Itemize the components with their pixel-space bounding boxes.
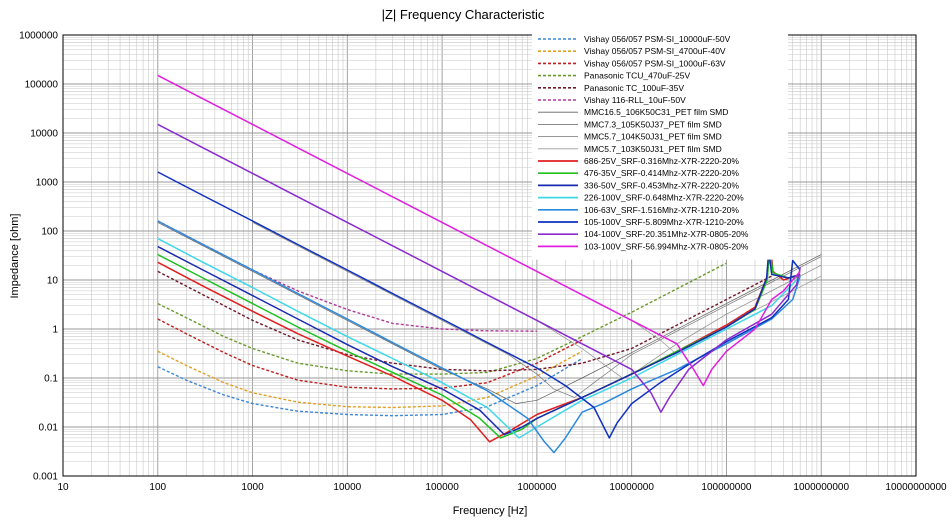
x-tick-label: 1000 xyxy=(241,482,264,493)
legend-label: 105-100V_SRF-5.809Mhz-X7R-1210-20% xyxy=(584,217,744,227)
chart-title: |Z| Frequency Characteristic xyxy=(382,7,545,22)
x-tick-label: 1000000000 xyxy=(793,482,849,493)
x-tick-label: 100000 xyxy=(425,482,459,493)
y-tick-label: 0.1 xyxy=(44,374,58,385)
y-axis-label: Impedance [ohm] xyxy=(9,214,21,299)
y-tick-label: 1 xyxy=(52,325,58,336)
legend-label: Panasonic TC_100uF-35V xyxy=(584,83,684,93)
legend-label: Vishay 116-RLL_10uF-50V xyxy=(584,95,686,105)
series-line-13 xyxy=(157,245,801,436)
legend-label: Vishay 056/057 PSM-SI_1000uF-63V xyxy=(584,58,726,68)
series-line-8 xyxy=(252,222,822,398)
legend-label: 336-50V_SRF-0.453Mhz-X7R-2220-20% xyxy=(584,180,739,190)
series-line-3 xyxy=(157,318,583,390)
x-tick-label: 10000 xyxy=(333,482,361,493)
legend-label: Panasonic TCU_470uF-25V xyxy=(584,71,690,81)
legend-label: MMC5.7_104K50J31_PET film SMD xyxy=(584,132,722,142)
y-tick-label: 1000000 xyxy=(19,31,58,42)
legend-label: 226-100V_SRF-0.648Mhz-X7R-2220-20% xyxy=(584,193,744,203)
legend-label: 686-25V_SRF-0.316Mhz-X7R-2220-20% xyxy=(584,156,739,166)
series-line-1 xyxy=(157,357,583,417)
legend-label: Vishay 056/057 PSM-SI_4700uF-40V xyxy=(584,46,726,56)
legend-label: MMC16.5_106K50C31_PET film SMD xyxy=(584,107,728,117)
legend: Vishay 056/057 PSM-SI_10000uF-50V Vishay … xyxy=(532,32,788,260)
plot-frame xyxy=(62,34,917,477)
y-tick-label: 0.01 xyxy=(39,423,59,434)
x-axis-label: Frequency [Hz] xyxy=(453,505,528,517)
y-tick-label: 100000 xyxy=(25,80,59,91)
legend-label: 104-100V_SRF-20.351Mhz-X7R-0805-20% xyxy=(584,229,749,239)
series-line-4 xyxy=(157,262,727,375)
x-tick-label: 1000000 xyxy=(517,482,556,493)
series-line-17 xyxy=(157,123,801,413)
x-tick-label: 10 xyxy=(57,482,69,493)
x-tick-label: 100 xyxy=(149,482,166,493)
x-tick-label: 10000000 xyxy=(609,482,654,493)
x-tick-label: 100000000 xyxy=(701,482,751,493)
series-line-6 xyxy=(157,220,537,332)
legend-label: Vishay 056/057 PSM-SI_10000uF-50V xyxy=(584,34,731,44)
series-line-5 xyxy=(157,270,773,372)
y-tick-label: 100 xyxy=(41,227,58,238)
legend-label: MMC7.3_105K50J37_PET film SMD xyxy=(584,119,722,129)
series-line-14 xyxy=(157,237,801,439)
y-tick-label: 0.001 xyxy=(33,472,58,483)
axis-ticks: 10 100 1000 10000 100000 1000000 10000000 10000… xyxy=(19,31,947,494)
legend-label: 106-63V_SRF-1.516Mhz-X7R-1210-20% xyxy=(584,205,739,215)
series-line-15 xyxy=(157,220,801,454)
y-tick-label: 1000 xyxy=(36,178,59,189)
x-tick-label: 10000000000 xyxy=(885,482,947,493)
legend-label: MMC5.7_103K50J31_PET film SMD xyxy=(584,144,722,154)
legend-label: 103-100V_SRF-56.994Mhz-X7R-0805-20% xyxy=(584,241,749,251)
series-line-18 xyxy=(157,74,801,387)
y-tick-label: 10000 xyxy=(30,129,58,140)
y-tick-label: 10 xyxy=(47,276,59,287)
legend-label: 476-35V_SRF-0.414Mhz-X7R-2220-20% xyxy=(584,168,739,178)
series-layer xyxy=(157,74,822,454)
